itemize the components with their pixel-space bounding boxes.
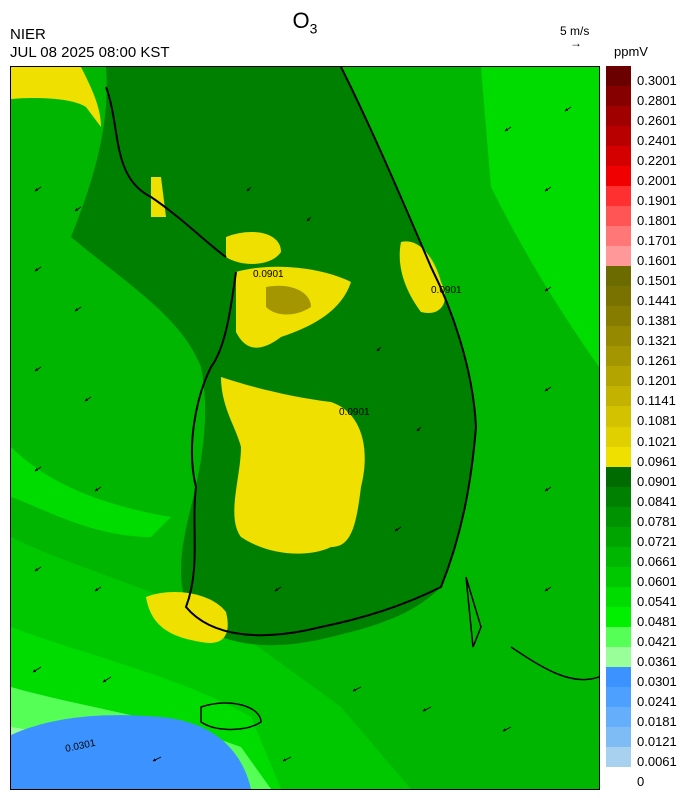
colorbar-label: 0.1701 xyxy=(637,233,677,249)
colorbar-segment xyxy=(606,466,631,488)
colorbar-label: 0.0541 xyxy=(637,593,677,609)
colorbar-segment xyxy=(606,686,631,708)
colorbar-label: 0.2201 xyxy=(637,153,677,169)
vector-scale-arrow-icon: → xyxy=(570,36,582,50)
field-ne xyxy=(481,67,599,367)
colorbar-label: 0.1441 xyxy=(637,293,677,309)
coastline xyxy=(105,67,478,637)
colorbar-segment xyxy=(606,546,631,568)
colorbar-segment xyxy=(606,566,631,588)
contour-label: 0.0901 xyxy=(253,269,284,280)
colorbar-segment xyxy=(606,406,631,427)
ozone-map: 0.0901 0.0901 0.0901 0.0301 xyxy=(10,66,600,790)
colorbar-label: 0.1261 xyxy=(637,353,677,369)
map-title: O3 xyxy=(292,8,318,37)
colorbar-segment xyxy=(606,386,631,407)
colorbar-segment xyxy=(606,746,631,768)
colorbar-segment xyxy=(606,146,631,167)
field-w xyxy=(11,447,171,537)
colorbar-label: 0.1901 xyxy=(637,193,677,209)
colorbar-label: 0.0241 xyxy=(637,693,677,709)
colorbar-label: 0.1601 xyxy=(637,253,677,269)
colorbar xyxy=(606,66,631,768)
colorbar-segment xyxy=(606,226,631,247)
colorbar-label: 0.0721 xyxy=(637,533,677,549)
colorbar-label: 0.1141 xyxy=(637,393,676,409)
colorbar-segment xyxy=(606,186,631,207)
high-ozone-nw xyxy=(11,67,101,127)
colorbar-label: 0.1021 xyxy=(637,433,677,449)
colorbar-segment xyxy=(606,246,631,267)
colorbar-label: 0.3001 xyxy=(637,73,677,88)
colorbar-label: 0.0421 xyxy=(637,633,677,649)
agency-label: NIER xyxy=(10,26,46,43)
colorbar-label: 0.2801 xyxy=(637,93,677,109)
jeju-outline xyxy=(200,702,262,731)
colorbar-segment xyxy=(606,126,631,147)
colorbar-segment xyxy=(606,206,631,227)
colorbar-label: 0.2001 xyxy=(637,173,677,189)
contour-label: 0.0901 xyxy=(339,407,370,418)
colorbar-label: 0.1321 xyxy=(637,333,677,349)
colorbar-segment xyxy=(606,266,631,287)
colorbar-segment xyxy=(606,486,631,508)
colorbar-label: 0.1201 xyxy=(637,373,677,389)
datetime-label: JUL 08 2025 08:00 KST xyxy=(10,44,170,61)
colorbar-label: 0.0121 xyxy=(637,733,677,749)
high-ozone-sw xyxy=(146,592,228,643)
colorbar-segment xyxy=(606,106,631,127)
colorbar-segment xyxy=(606,646,631,668)
colorbar-segment xyxy=(606,506,631,528)
colorbar-segment xyxy=(606,286,631,307)
colorbar-label: 0.0061 xyxy=(637,753,677,769)
colorbar-segment xyxy=(606,306,631,327)
colorbar-label: 0.0901 xyxy=(637,473,677,489)
colorbar-segment xyxy=(606,346,631,367)
colorbar-label: 0.0181 xyxy=(637,713,677,729)
colorbar-label: 0.0301 xyxy=(637,673,677,689)
colorbar-label: 0.2401 xyxy=(637,133,677,149)
colorbar-segment xyxy=(606,86,631,107)
colorbar-segment xyxy=(606,726,631,748)
colorbar-label: 0.0961 xyxy=(637,453,677,469)
colorbar-segment xyxy=(606,606,631,628)
contour-label: 0.0901 xyxy=(431,285,462,296)
colorbar-segment xyxy=(606,446,631,468)
wind-vectors xyxy=(32,106,572,762)
colorbar-label: 0.0781 xyxy=(637,513,677,529)
colorbar-label: 0 xyxy=(637,774,645,789)
colorbar-label: 0.0841 xyxy=(637,493,677,509)
colorbar-label: 0.0361 xyxy=(637,653,677,669)
high-ozone-central xyxy=(221,377,365,554)
colorbar-label: 0.1801 xyxy=(637,213,677,229)
colorbar-segment xyxy=(606,166,631,187)
low-ozone-area xyxy=(11,715,251,789)
colorbar-label: 0.2601 xyxy=(637,113,677,129)
vector-scale-label: 5 m/s xyxy=(560,24,590,38)
colorbar-segment xyxy=(606,526,631,548)
colorbar-label: 0.0601 xyxy=(637,573,677,589)
colorbar-segment xyxy=(606,626,631,648)
colorbar-label: 0.1081 xyxy=(637,413,677,429)
colorbar-segment xyxy=(606,586,631,608)
colorbar-segment xyxy=(606,666,631,688)
colorbar-label: 0.1501 xyxy=(637,273,677,289)
colorbar-segment xyxy=(606,426,631,448)
colorbar-segment xyxy=(606,366,631,387)
japan-coast xyxy=(510,646,599,681)
colorbar-segment xyxy=(606,706,631,728)
colorbar-label: 0.0661 xyxy=(637,553,677,569)
colorbar-label: 0.1381 xyxy=(637,313,677,329)
unit-label: ppmV xyxy=(614,44,648,59)
colorbar-label: 0.0481 xyxy=(637,613,677,629)
colorbar-segment xyxy=(606,66,631,87)
colorbar-segment xyxy=(606,326,631,347)
